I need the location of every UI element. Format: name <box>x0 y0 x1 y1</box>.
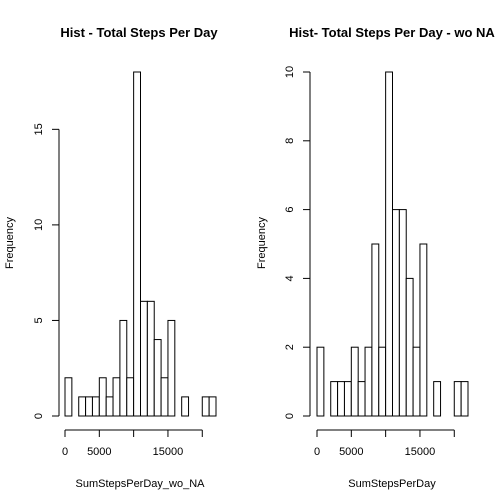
panel-left: Hist - Total Steps Per Day SumStepsPerDa… <box>4 25 218 490</box>
histogram-bar <box>98 377 107 417</box>
x-tick-label: 0 <box>314 446 320 458</box>
panel-right: Hist- Total Steps Per Day - wo NA SumSte… <box>256 25 495 490</box>
histogram-bar <box>91 396 100 417</box>
histogram-bar <box>343 381 352 417</box>
x-tick-label: 15000 <box>153 446 184 458</box>
x-tick-label: 15000 <box>405 446 436 458</box>
y-axis: 0 2 4 6 8 10 <box>284 66 311 419</box>
histogram-bar <box>140 300 148 417</box>
histogram-bar <box>398 209 407 417</box>
histogram-bar <box>167 319 176 417</box>
y-axis: 0 5 10 15 <box>33 123 60 419</box>
histogram-bar <box>85 396 93 417</box>
x-tick-label: 5000 <box>87 446 111 458</box>
x-tick-label: 5000 <box>339 446 363 458</box>
bars <box>64 71 217 417</box>
histogram-bar <box>453 381 462 417</box>
histogram-bar <box>126 377 135 417</box>
histogram-bar <box>405 277 414 417</box>
bars <box>316 71 469 417</box>
histogram-bar <box>201 396 210 417</box>
chart-title: Hist- Total Steps Per Day - wo NA <box>289 25 495 40</box>
histogram-bar <box>146 300 155 417</box>
histogram-bar <box>133 71 142 417</box>
histogram-bar <box>378 346 387 417</box>
y-tick-label: 6 <box>284 207 296 213</box>
histogram-bar <box>208 396 217 417</box>
histogram-bar <box>371 243 380 417</box>
histogram-bar <box>64 377 73 417</box>
y-axis-label: Frequency <box>256 217 268 269</box>
y-tick-label: 15 <box>33 123 45 135</box>
histogram-bar <box>181 396 190 417</box>
x-axis: 0 5000 15000 <box>314 429 455 458</box>
y-tick-label: 0 <box>284 413 296 419</box>
histogram-bar <box>364 346 373 417</box>
histogram-bar <box>433 381 442 417</box>
histogram-bar <box>357 381 366 417</box>
x-axis: 0 5000 15000 <box>62 429 203 458</box>
histogram-bar <box>160 377 169 417</box>
histogram-bar <box>419 243 428 417</box>
histogram-bar <box>330 381 339 417</box>
histogram-bar <box>112 377 121 417</box>
histogram-bar <box>460 381 469 417</box>
histogram-bar <box>412 346 421 417</box>
y-axis-label: Frequency <box>4 217 16 269</box>
histogram-bar <box>392 209 400 417</box>
y-tick-label: 2 <box>284 344 296 350</box>
x-tick-label: 0 <box>62 446 68 458</box>
y-tick-label: 8 <box>284 138 296 144</box>
histogram-bar <box>337 381 345 417</box>
x-axis-label: SumStepsPerDay_wo_NA <box>75 478 205 490</box>
histogram-bar <box>105 396 114 417</box>
y-tick-label: 4 <box>284 275 296 281</box>
histogram-bar <box>316 346 325 417</box>
y-tick-label: 5 <box>33 317 45 323</box>
chart-title: Hist - Total Steps Per Day <box>60 25 218 40</box>
histogram-bar <box>119 319 128 417</box>
y-tick-label: 10 <box>284 66 296 78</box>
histogram-bar <box>385 71 393 417</box>
y-tick-label: 0 <box>33 413 45 419</box>
histogram-bar <box>153 339 162 417</box>
x-axis-label: SumStepsPerDay <box>348 478 436 490</box>
histogram-bar <box>350 346 359 417</box>
y-tick-label: 10 <box>33 219 45 231</box>
histogram-bar <box>78 396 87 417</box>
